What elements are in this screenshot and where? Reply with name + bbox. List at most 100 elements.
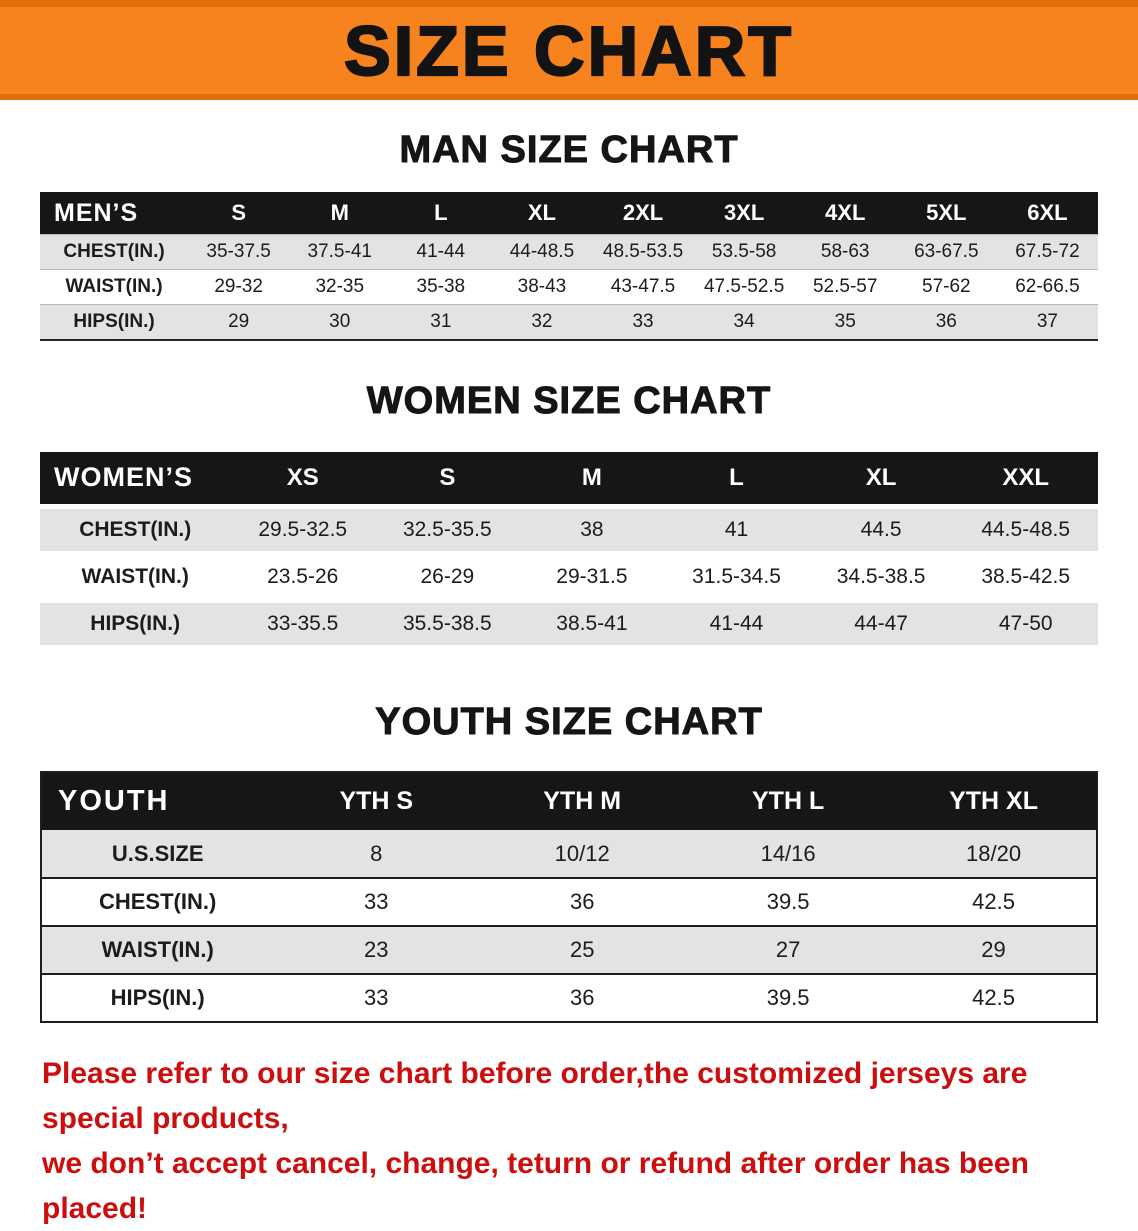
disclaimer-note: Please refer to our size chart before or… xyxy=(42,1051,1096,1231)
size-value: 29.5-32.5 xyxy=(230,508,376,551)
size-value: 33 xyxy=(592,304,694,340)
table-row: CHEST(IN.) 35-37.5 37.5-41 41-44 44-48.5… xyxy=(40,234,1098,270)
banner-title: SIZE CHART xyxy=(343,11,794,90)
size-value: 41-44 xyxy=(390,234,492,270)
size-value: 25 xyxy=(479,926,686,976)
size-value: 8 xyxy=(273,830,480,880)
size-value: 23 xyxy=(273,926,480,976)
size-value: 37 xyxy=(996,304,1098,340)
size-value: 27 xyxy=(685,926,892,976)
women-size-table: WOMEN’S XS S M L XL XXL CHEST(IN.) 29.5-… xyxy=(40,447,1098,650)
size-value: 39.5 xyxy=(685,878,892,928)
size-value: 29-31.5 xyxy=(519,555,665,598)
size-value: 44.5 xyxy=(808,508,954,551)
size-value: 36 xyxy=(479,878,686,928)
col-header: YTH S xyxy=(273,772,480,831)
col-header: XXL xyxy=(953,451,1098,504)
col-header: 6XL xyxy=(996,191,1098,235)
size-value: 34.5-38.5 xyxy=(808,555,954,598)
size-value: 37.5-41 xyxy=(289,234,391,270)
size-value: 43-47.5 xyxy=(592,269,694,305)
col-header: YTH M xyxy=(479,772,686,831)
size-value: 44-47 xyxy=(808,602,954,645)
row-label: CHEST(IN.) xyxy=(41,878,274,928)
disclaimer-line-2: we don’t accept cancel, change, teturn o… xyxy=(42,1147,1029,1226)
size-value: 41-44 xyxy=(664,602,809,645)
col-header: XL xyxy=(808,451,954,504)
size-value: 42.5 xyxy=(891,878,1097,928)
size-value: 10/12 xyxy=(479,830,686,880)
youth-header-row: YOUTH YTH S YTH M YTH L YTH XL xyxy=(41,772,1097,831)
size-value: 29-32 xyxy=(188,269,290,305)
size-value: 52.5-57 xyxy=(794,269,896,305)
size-value: 33 xyxy=(273,878,480,928)
size-value: 38.5-42.5 xyxy=(953,555,1098,598)
disclaimer-line-1: Please refer to our size chart before or… xyxy=(42,1057,1028,1136)
women-size-chart-heading: WOMEN SIZE CHART xyxy=(366,379,772,423)
table-row: HIPS(IN.) 29 30 31 32 33 34 35 36 37 xyxy=(40,304,1098,340)
man-size-chart-heading: MAN SIZE CHART xyxy=(399,129,739,172)
men-corner-label: MEN’S xyxy=(40,191,189,235)
size-value: 39.5 xyxy=(685,974,892,1024)
youth-corner-label: YOUTH xyxy=(41,772,274,831)
table-row: WAIST(IN.) 23.5-26 26-29 29-31.5 31.5-34… xyxy=(40,555,1098,598)
row-label: WAIST(IN.) xyxy=(40,269,189,305)
women-header-row: WOMEN’S XS S M L XL XXL xyxy=(40,451,1098,504)
row-label: WAIST(IN.) xyxy=(40,555,231,598)
youth-table-wrap: YOUTH YTH S YTH M YTH L YTH XL U.S.SIZE … xyxy=(40,771,1098,1024)
size-value: 32.5-35.5 xyxy=(375,508,520,551)
men-table-wrap: MEN’S S M L XL 2XL 3XL 4XL 5XL 6XL CHEST… xyxy=(40,191,1098,341)
size-value: 33 xyxy=(273,974,480,1024)
row-label: HIPS(IN.) xyxy=(40,304,189,340)
youth-size-chart-heading: YOUTH SIZE CHART xyxy=(375,700,763,743)
col-header: L xyxy=(664,451,809,504)
col-header: YTH L xyxy=(685,772,892,831)
row-label: HIPS(IN.) xyxy=(40,602,231,645)
size-value: 53.5-58 xyxy=(693,234,795,270)
size-value: 67.5-72 xyxy=(996,234,1098,270)
size-value: 35-38 xyxy=(390,269,492,305)
size-value: 41 xyxy=(664,508,809,551)
col-header: 3XL xyxy=(693,191,795,235)
size-value: 38 xyxy=(519,508,665,551)
size-value: 38.5-41 xyxy=(519,602,665,645)
col-header: M xyxy=(519,451,665,504)
row-label: WAIST(IN.) xyxy=(41,926,274,976)
size-value: 32 xyxy=(491,304,593,340)
women-table-wrap: WOMEN’S XS S M L XL XXL CHEST(IN.) 29.5-… xyxy=(40,447,1098,650)
size-value: 29 xyxy=(891,926,1097,976)
size-value: 63-67.5 xyxy=(895,234,997,270)
table-row: WAIST(IN.) 23 25 27 29 xyxy=(41,926,1097,976)
col-header: 5XL xyxy=(895,191,997,235)
size-value: 44.5-48.5 xyxy=(953,508,1098,551)
size-value: 29 xyxy=(188,304,290,340)
size-value: 36 xyxy=(479,974,686,1024)
size-value: 35 xyxy=(794,304,896,340)
size-value: 26-29 xyxy=(375,555,520,598)
size-value: 48.5-53.5 xyxy=(592,234,694,270)
size-value: 38-43 xyxy=(491,269,593,305)
col-header: 4XL xyxy=(794,191,896,235)
col-header: M xyxy=(289,191,391,235)
table-row: HIPS(IN.) 33-35.5 35.5-38.5 38.5-41 41-4… xyxy=(40,602,1098,645)
row-label: U.S.SIZE xyxy=(41,830,274,880)
size-value: 14/16 xyxy=(685,830,892,880)
size-value: 62-66.5 xyxy=(996,269,1098,305)
row-label: HIPS(IN.) xyxy=(41,974,274,1024)
size-value: 32-35 xyxy=(289,269,391,305)
size-value: 57-62 xyxy=(895,269,997,305)
size-value: 42.5 xyxy=(891,974,1097,1024)
col-header: 2XL xyxy=(592,191,694,235)
row-label: CHEST(IN.) xyxy=(40,234,189,270)
row-label: CHEST(IN.) xyxy=(40,508,231,551)
size-value: 58-63 xyxy=(794,234,896,270)
size-value: 47-50 xyxy=(953,602,1098,645)
men-header-row: MEN’S S M L XL 2XL 3XL 4XL 5XL 6XL xyxy=(40,191,1098,235)
size-value: 31.5-34.5 xyxy=(664,555,809,598)
col-header: YTH XL xyxy=(891,772,1097,831)
size-value: 36 xyxy=(895,304,997,340)
size-value: 35-37.5 xyxy=(188,234,290,270)
col-header: S xyxy=(188,191,290,235)
table-row: WAIST(IN.) 29-32 32-35 35-38 38-43 43-47… xyxy=(40,269,1098,305)
col-header: S xyxy=(375,451,520,504)
